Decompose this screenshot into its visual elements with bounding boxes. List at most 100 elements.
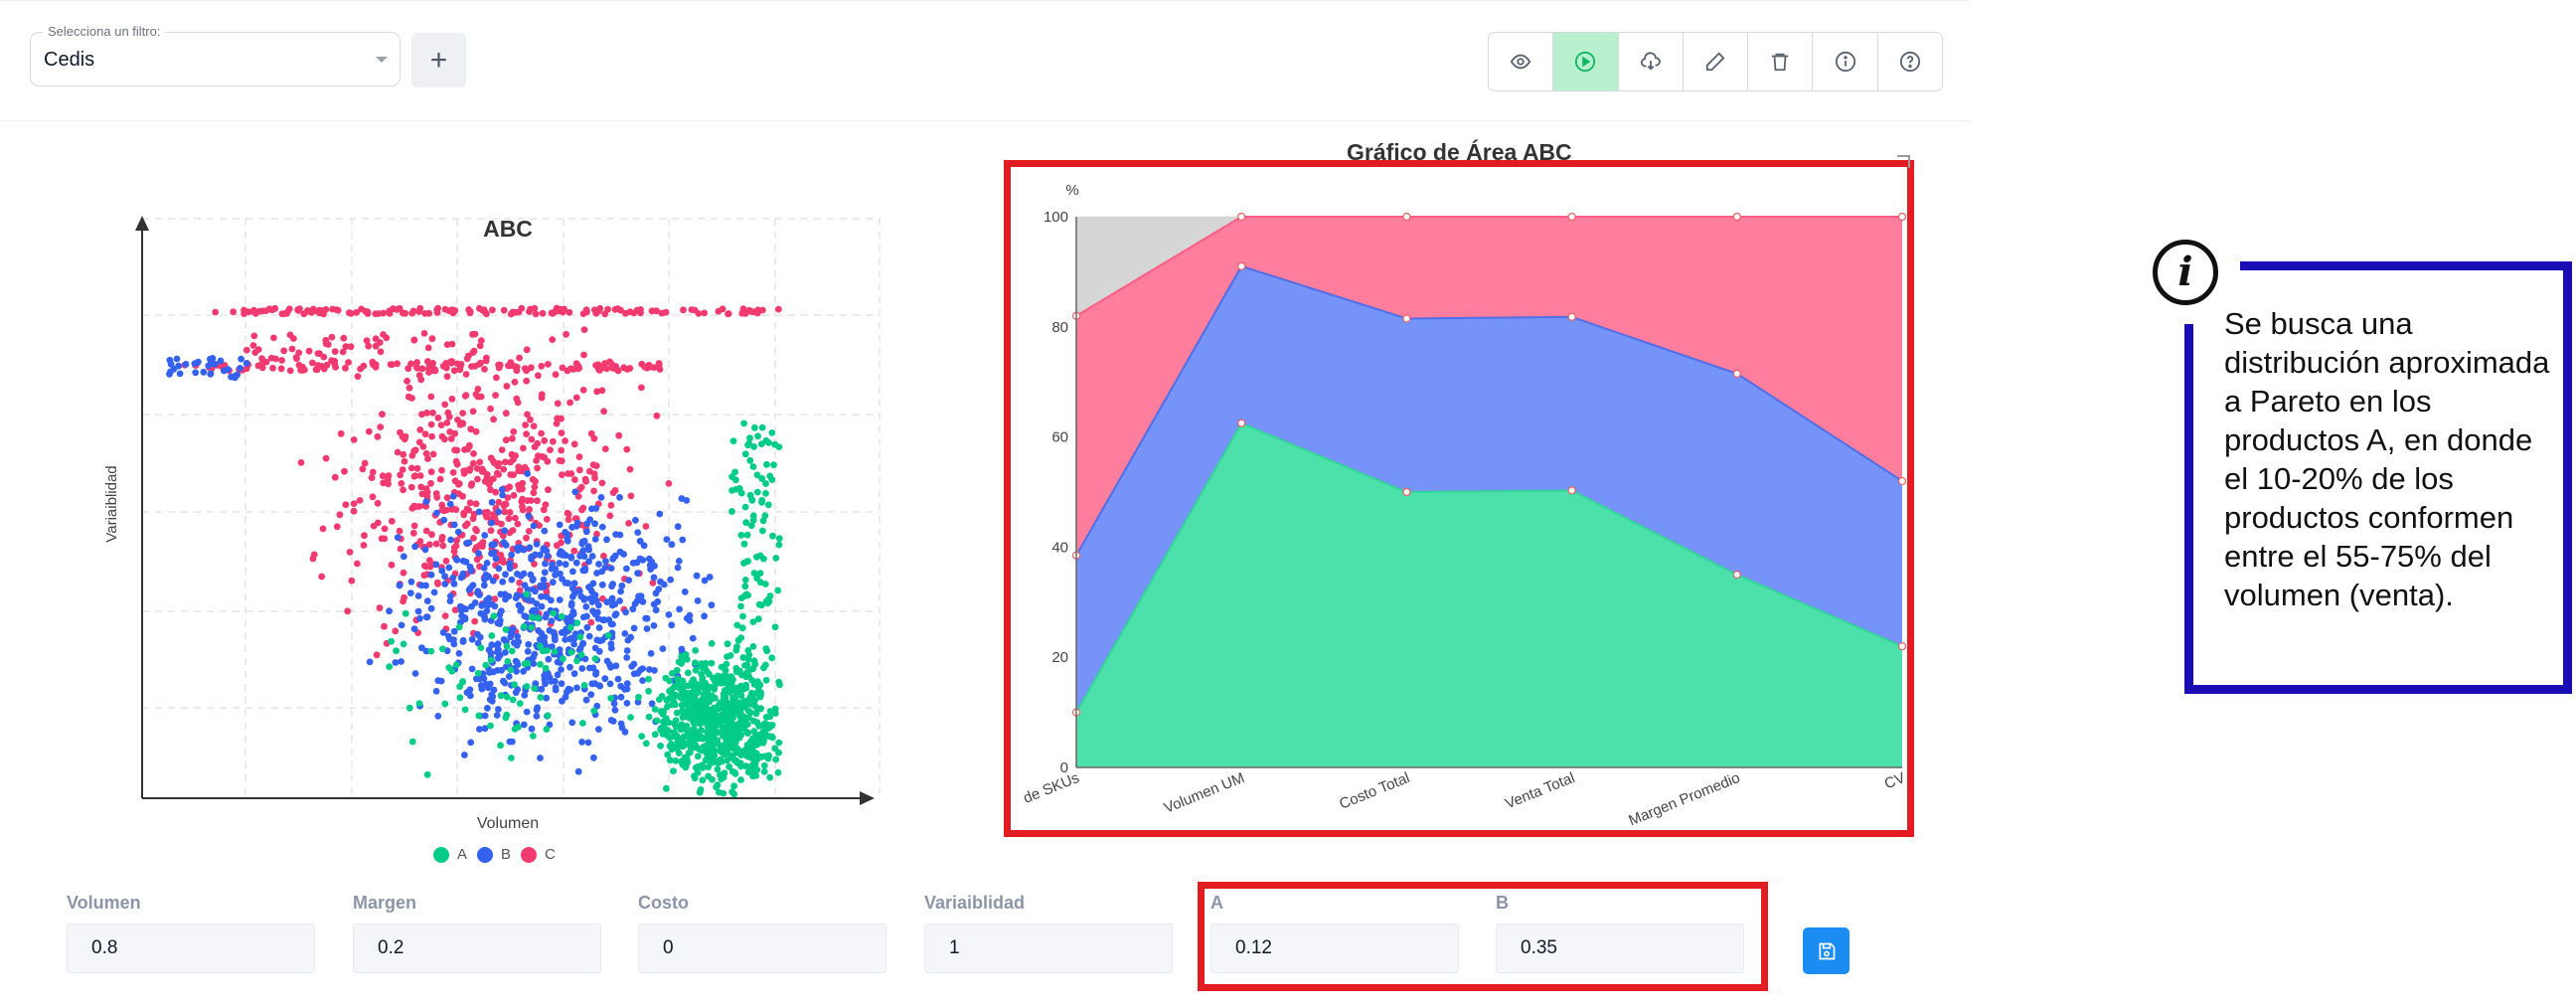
scatter-point <box>766 708 774 715</box>
scatter-point <box>524 411 531 419</box>
scatter-point <box>724 640 731 648</box>
scatter-point <box>611 611 619 619</box>
scatter-point <box>687 743 694 751</box>
scatter-point <box>579 613 587 621</box>
scatter-point <box>488 641 496 649</box>
scatter-point <box>657 726 664 734</box>
scatter-point <box>730 782 737 790</box>
download-button[interactable] <box>1618 33 1684 90</box>
scatter-point <box>490 612 498 620</box>
save-button[interactable] <box>1803 927 1850 974</box>
scatter-point <box>511 681 518 689</box>
scatter-point <box>750 443 757 450</box>
run-button[interactable] <box>1553 33 1619 90</box>
delete-button[interactable] <box>1748 33 1814 90</box>
scatter-point <box>657 742 664 750</box>
view-button[interactable] <box>1489 33 1554 90</box>
scatter-point <box>524 595 531 603</box>
scatter-point <box>768 654 776 662</box>
scatter-point <box>723 660 730 668</box>
scatter-point <box>711 683 718 691</box>
edit-button[interactable] <box>1683 33 1749 90</box>
scatter-point <box>517 607 525 614</box>
scatter-point <box>523 590 531 598</box>
scatter-point <box>622 608 629 616</box>
scatter-point <box>748 496 756 504</box>
scatter-point <box>543 516 551 523</box>
input-costo[interactable]: 0 <box>638 923 886 973</box>
input-margen[interactable]: 0.2 <box>353 923 601 973</box>
scatter-point <box>509 625 517 633</box>
scatter-point <box>465 539 473 547</box>
scatter-point <box>616 597 623 604</box>
scatter-point <box>414 607 422 615</box>
add-filter-button[interactable]: + <box>411 33 466 87</box>
scatter-point <box>567 648 575 656</box>
help-button[interactable] <box>1877 33 1942 90</box>
info-button[interactable] <box>1813 33 1878 90</box>
scatter-point <box>492 392 499 399</box>
scatter-point <box>747 522 755 530</box>
scatter-point <box>399 466 406 473</box>
scatter-point <box>474 587 482 595</box>
scatter-point <box>524 470 532 477</box>
scatter-point <box>704 687 712 695</box>
scatter-point <box>650 622 658 629</box>
scatter-point <box>379 411 386 419</box>
scatter-point <box>591 474 598 482</box>
scatter-point <box>449 492 457 500</box>
scatter-point <box>347 309 355 317</box>
legend-item-c[interactable]: C <box>521 846 556 863</box>
scatter-point <box>753 488 761 496</box>
scatter-point <box>534 704 542 712</box>
scatter-point <box>439 628 447 636</box>
scatter-point <box>726 652 734 659</box>
scatter-point <box>567 553 575 561</box>
x-tick-label: Costo Total <box>1337 769 1412 813</box>
scatter-point <box>501 508 509 516</box>
scatter-point <box>370 522 378 530</box>
filter-label: Selecciona un filtro: <box>43 24 166 39</box>
legend-item-b[interactable]: B <box>477 846 511 863</box>
scatter-point <box>553 420 561 427</box>
scatter-point <box>571 488 579 496</box>
scatter-point <box>207 370 215 378</box>
filter-select[interactable]: Selecciona un filtro: Cedis <box>30 24 401 86</box>
scatter-point <box>607 695 615 702</box>
input-a[interactable]: 0.12 <box>1210 923 1459 973</box>
legend-item-a[interactable]: A <box>433 846 467 863</box>
scatter-point <box>629 605 637 613</box>
scatter-point <box>558 612 565 620</box>
scatter-point <box>552 371 560 379</box>
scatter-point <box>515 723 522 731</box>
scatter-point <box>420 572 428 580</box>
scatter-point <box>634 698 642 706</box>
scatter-point <box>498 607 505 614</box>
scatter-point <box>585 632 593 640</box>
scatter-point <box>521 612 529 620</box>
input-volumen[interactable]: 0.8 <box>67 923 315 973</box>
scatter-point <box>746 694 754 702</box>
scatter-point <box>331 473 339 481</box>
scatter-point <box>576 633 584 641</box>
scatter-point <box>532 310 540 318</box>
scatter-point <box>580 537 588 545</box>
x-tick-label: CV <box>1882 769 1908 793</box>
scatter-point <box>357 365 364 373</box>
scatter-point <box>459 410 466 417</box>
scatter-point <box>520 444 527 452</box>
scatter-point <box>648 307 656 315</box>
scatter-point <box>625 577 633 584</box>
input-b[interactable]: 0.35 <box>1496 923 1744 973</box>
scatter-point <box>643 625 651 632</box>
scatter-point <box>554 542 561 550</box>
scatter-point <box>455 480 463 487</box>
input-variabilidad[interactable]: 1 <box>924 923 1173 973</box>
scatter-point <box>359 465 367 473</box>
scatter-point <box>768 429 776 436</box>
scatter-point <box>433 509 440 517</box>
scatter-point <box>569 608 577 615</box>
scatter-point <box>422 449 430 457</box>
y-tick-label: 100 <box>1044 209 1068 226</box>
scatter-point <box>761 581 769 587</box>
